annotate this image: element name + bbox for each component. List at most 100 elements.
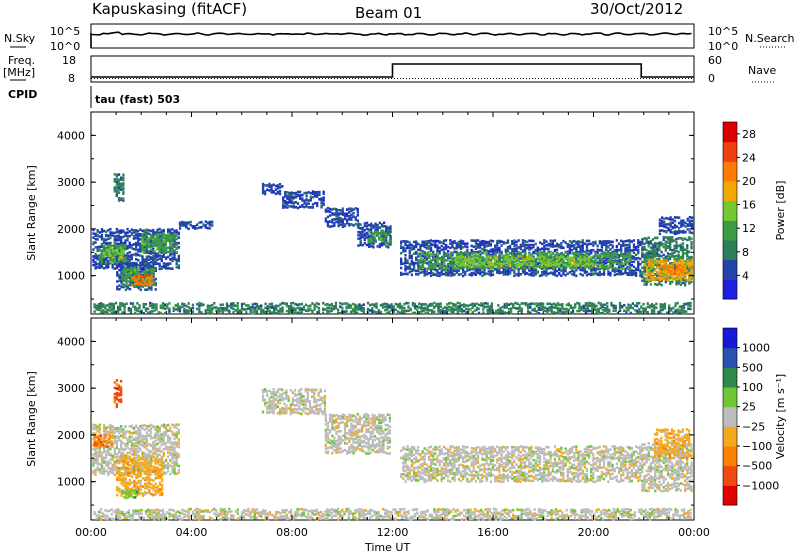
data-cell bbox=[486, 253, 489, 256]
data-cell bbox=[665, 269, 668, 273]
data-cell bbox=[454, 308, 457, 311]
data-cell bbox=[496, 266, 499, 270]
data-cell bbox=[507, 253, 510, 257]
data-cell bbox=[680, 272, 683, 276]
data-cell bbox=[370, 234, 373, 237]
data-cell bbox=[611, 240, 614, 244]
data-cell bbox=[436, 262, 440, 265]
data-cell bbox=[284, 201, 287, 204]
data-cell bbox=[169, 237, 172, 240]
data-cell bbox=[648, 271, 651, 274]
data-cell bbox=[156, 262, 159, 265]
data-cell bbox=[346, 212, 349, 216]
data-cell bbox=[290, 305, 293, 308]
data-cell bbox=[444, 247, 448, 251]
data-cell bbox=[392, 308, 395, 312]
data-cell bbox=[515, 257, 518, 260]
data-cell bbox=[370, 231, 373, 234]
data-cell bbox=[102, 247, 106, 251]
data-cell bbox=[575, 274, 578, 278]
data-cell bbox=[320, 204, 323, 207]
data-cell bbox=[219, 303, 222, 307]
data-cell bbox=[452, 307, 455, 311]
data-cell bbox=[468, 268, 471, 272]
data-cell bbox=[592, 248, 595, 252]
data-cell bbox=[467, 304, 470, 307]
data-cell bbox=[560, 255, 563, 258]
data-cell bbox=[137, 243, 140, 247]
data-cell bbox=[506, 258, 509, 262]
data-cell bbox=[590, 266, 593, 269]
data-cell bbox=[376, 245, 379, 248]
data-cell bbox=[139, 274, 142, 277]
data-cell bbox=[574, 304, 577, 308]
data-cell bbox=[626, 273, 629, 276]
data-cell bbox=[614, 267, 617, 270]
data-cell bbox=[661, 216, 664, 219]
data-cell bbox=[686, 265, 689, 269]
data-cell bbox=[681, 249, 685, 252]
data-cell bbox=[131, 268, 135, 272]
data-cell bbox=[543, 251, 546, 254]
data-cell bbox=[143, 244, 146, 247]
data-cell bbox=[311, 195, 315, 199]
data-cell bbox=[404, 253, 407, 257]
data-cell bbox=[126, 238, 129, 242]
data-cell bbox=[568, 240, 572, 243]
data-cell bbox=[158, 238, 161, 241]
data-cell bbox=[530, 239, 533, 243]
data-cell bbox=[428, 251, 431, 255]
data-cell bbox=[126, 244, 129, 248]
data-cell bbox=[680, 271, 683, 274]
data-cell bbox=[489, 239, 492, 243]
data-cell bbox=[129, 302, 133, 305]
data-cell bbox=[141, 273, 145, 277]
data-cell bbox=[156, 237, 159, 240]
data-cell bbox=[408, 270, 411, 274]
data-cell bbox=[124, 258, 127, 261]
data-cell bbox=[415, 258, 418, 261]
data-cell bbox=[688, 271, 691, 275]
data-cell bbox=[686, 228, 689, 231]
data-cell bbox=[555, 269, 559, 273]
data-cell bbox=[589, 262, 593, 265]
data-cell bbox=[631, 306, 634, 310]
data-cell bbox=[582, 304, 585, 308]
data-cell bbox=[131, 276, 134, 280]
data-cell bbox=[545, 268, 548, 271]
data-cell bbox=[349, 310, 353, 314]
data-cell bbox=[346, 220, 349, 224]
data-cell bbox=[459, 239, 463, 243]
data-cell bbox=[421, 270, 424, 273]
data-cell bbox=[169, 243, 172, 247]
data-cell bbox=[144, 275, 147, 278]
data-cell bbox=[490, 306, 493, 309]
data-cell bbox=[451, 245, 454, 249]
data-cell bbox=[630, 269, 633, 272]
data-cell bbox=[601, 258, 604, 262]
data-cell bbox=[458, 266, 461, 269]
data-cell bbox=[380, 243, 384, 247]
data-cell bbox=[466, 258, 469, 261]
data-cell bbox=[187, 227, 190, 231]
data-cell bbox=[406, 244, 409, 248]
data-cell bbox=[137, 253, 140, 257]
data-cell bbox=[466, 256, 469, 259]
data-cell bbox=[485, 244, 488, 248]
data-cell bbox=[562, 262, 566, 265]
data-cell bbox=[122, 247, 125, 251]
data-cell bbox=[260, 309, 263, 313]
data-cell bbox=[317, 311, 321, 315]
data-cell bbox=[217, 309, 220, 312]
data-cell bbox=[359, 235, 362, 239]
data-cell bbox=[264, 310, 267, 314]
data-cell bbox=[135, 233, 138, 237]
data-cell bbox=[595, 310, 598, 314]
data-cell bbox=[117, 188, 121, 191]
data-cell bbox=[601, 303, 605, 307]
data-cell bbox=[178, 307, 182, 310]
data-cell bbox=[331, 212, 334, 215]
data-cell bbox=[93, 303, 96, 306]
data-cell bbox=[562, 253, 566, 256]
data-cell bbox=[270, 188, 273, 191]
